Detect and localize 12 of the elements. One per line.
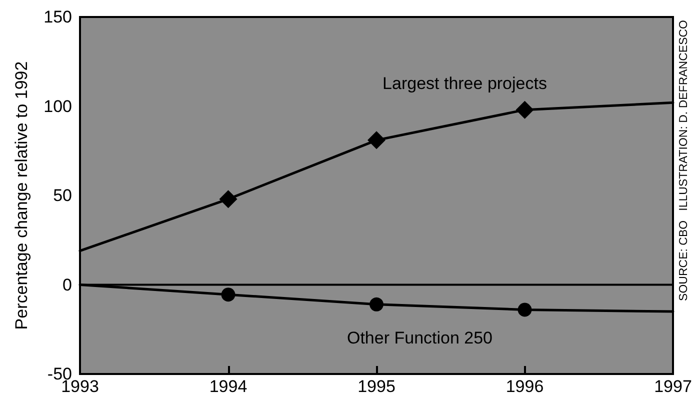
y-axis-title: Percentage change relative to 1992	[12, 61, 31, 330]
series-label: Largest three projects	[382, 74, 547, 93]
x-tick-label: 1994	[209, 377, 248, 396]
x-tick-label: 1997	[654, 377, 692, 396]
source-note: SOURCE: CBO ILLUSTRATION: D. DEFRANCESCO	[678, 20, 690, 301]
x-tick-label: 1996	[506, 377, 544, 396]
series-label: Other Function 250	[346, 328, 493, 348]
y-tick-label: 0	[62, 275, 72, 294]
y-tick-label: 100	[44, 96, 72, 116]
x-tick-label: 1995	[358, 377, 396, 396]
y-tick-label: 150	[44, 8, 72, 26]
y-tick-label: 50	[53, 186, 72, 205]
